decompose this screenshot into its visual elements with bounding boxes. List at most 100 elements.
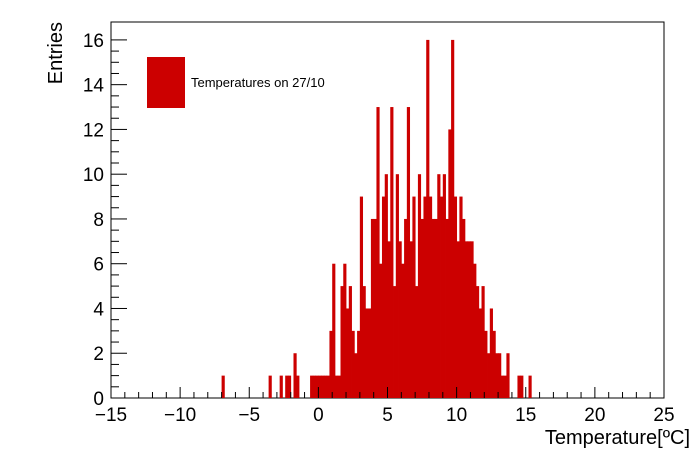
histogram-bar [398, 241, 402, 398]
histogram-bar [481, 286, 485, 398]
histogram-bar [334, 375, 339, 398]
histogram-bar [293, 353, 297, 398]
histogram-bar [340, 286, 344, 398]
histogram-bar [442, 174, 446, 398]
histogram-bar [401, 263, 405, 398]
histogram-bar [506, 353, 510, 398]
histogram-bar [456, 241, 460, 398]
histogram-bar [346, 308, 350, 398]
histogram-bar [520, 375, 524, 398]
histogram-bar [503, 375, 507, 398]
histogram-bar [390, 107, 394, 399]
x-tick-label: −5 [238, 405, 260, 426]
histogram-bar [362, 286, 366, 398]
histogram-bar [462, 218, 466, 398]
histogram-bar [343, 263, 347, 398]
y-tick-label: 0 [93, 389, 104, 410]
histogram-bar [368, 308, 372, 398]
y-tick-label: 4 [93, 299, 104, 320]
y-axis-tick-labels: 0 2 4 6 8 10 12 14 16 [83, 31, 105, 410]
histogram-bar [384, 174, 388, 398]
x-tick-label: 5 [382, 405, 393, 426]
histogram-bar [359, 196, 364, 398]
legend-swatch [147, 57, 185, 108]
histogram-bars [221, 39, 532, 399]
y-tick-label: 12 [83, 120, 104, 141]
histogram-bar [381, 196, 386, 398]
histogram-bar [415, 286, 419, 398]
histogram-bar [464, 241, 469, 398]
y-axis-label: Entries [45, 22, 67, 84]
histogram-bar [451, 39, 455, 399]
histogram-bar [420, 218, 424, 398]
histogram-bar [279, 375, 283, 398]
histogram-bar [393, 286, 397, 398]
histogram-bar [440, 196, 444, 398]
legend-label: Temperatures on 27/10 [191, 75, 325, 90]
histogram-bar [478, 308, 482, 398]
histogram-bar [448, 129, 452, 398]
histogram-bar [434, 218, 438, 398]
histogram-bar [404, 218, 408, 398]
histogram-bar [379, 263, 383, 398]
y-tick-label: 6 [93, 255, 104, 276]
histogram-bar [221, 375, 225, 398]
histogram-bar [426, 39, 430, 399]
histogram-bar [428, 196, 433, 398]
x-tick-label: 10 [446, 405, 467, 426]
histogram-bar [323, 375, 328, 398]
y-axis-ticks [111, 39, 127, 399]
histogram-bar [285, 375, 289, 398]
histogram-bar [459, 196, 463, 398]
histogram-bar [387, 241, 391, 398]
histogram-bar [373, 218, 377, 398]
histogram-bar [287, 375, 292, 398]
x-tick-label: 20 [584, 405, 605, 426]
histogram-bar [409, 241, 413, 398]
histogram-bar [268, 375, 272, 398]
x-tick-label: 15 [515, 405, 536, 426]
histogram-bar [437, 174, 441, 398]
y-tick-label: 14 [83, 76, 105, 97]
histogram-bar [431, 218, 435, 398]
histogram-bar [370, 218, 375, 398]
histogram-bar [484, 330, 488, 398]
histogram-bar [470, 241, 474, 398]
histogram-bar [500, 375, 505, 398]
x-axis-ticks [110, 387, 665, 398]
histogram-bar [312, 375, 317, 398]
histogram-bar [489, 308, 493, 398]
histogram-bar [357, 330, 361, 398]
legend: Temperatures on 27/10 [147, 57, 325, 108]
y-tick-label: 8 [93, 210, 104, 231]
histogram-bar [376, 107, 380, 399]
histogram-bar [517, 375, 521, 398]
x-axis-label: Temperature[ºC] [545, 427, 690, 449]
histogram-bar [423, 196, 427, 398]
histogram-bar [498, 353, 502, 398]
y-tick-label: 10 [83, 165, 104, 186]
histogram-bar [417, 174, 422, 398]
histogram-bar [332, 263, 336, 398]
histogram-bar [354, 353, 358, 398]
histogram-bar [310, 375, 314, 398]
y-tick-label: 16 [83, 31, 104, 52]
x-axis-tick-labels: −15 −10 −5 0 5 10 15 20 25 [95, 405, 675, 426]
histogram-bar [453, 196, 458, 398]
histogram-bar [296, 375, 300, 398]
histogram-bar [473, 263, 477, 398]
histogram-bar [445, 218, 449, 398]
histogram-bar [395, 174, 399, 398]
histogram-bar [475, 286, 480, 398]
histogram-bar [351, 330, 355, 398]
histogram-bar [406, 107, 411, 399]
histogram-bar [467, 241, 471, 398]
histogram-bar [495, 353, 499, 398]
histogram-bar [487, 353, 491, 398]
x-tick-label: 0 [313, 405, 324, 426]
histogram-bar [412, 196, 416, 398]
x-tick-label: 25 [653, 405, 674, 426]
histogram-bar [329, 330, 333, 398]
y-tick-label: 2 [93, 344, 104, 365]
